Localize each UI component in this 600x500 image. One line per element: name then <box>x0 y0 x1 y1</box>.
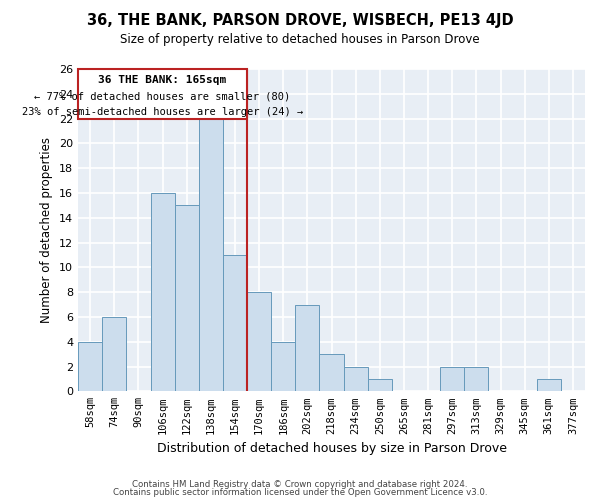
Bar <box>151 193 175 392</box>
Bar <box>78 342 102 392</box>
Text: Contains public sector information licensed under the Open Government Licence v3: Contains public sector information licen… <box>113 488 487 497</box>
Bar <box>247 292 271 392</box>
FancyBboxPatch shape <box>78 69 247 118</box>
Text: ← 77% of detached houses are smaller (80): ← 77% of detached houses are smaller (80… <box>34 92 291 102</box>
Bar <box>368 379 392 392</box>
Text: 36, THE BANK, PARSON DROVE, WISBECH, PE13 4JD: 36, THE BANK, PARSON DROVE, WISBECH, PE1… <box>86 12 514 28</box>
Bar <box>440 366 464 392</box>
Bar <box>271 342 295 392</box>
Bar <box>175 206 199 392</box>
Y-axis label: Number of detached properties: Number of detached properties <box>40 137 53 323</box>
Bar <box>199 118 223 392</box>
Bar <box>319 354 344 392</box>
Bar <box>223 255 247 392</box>
Bar <box>464 366 488 392</box>
Bar <box>295 304 319 392</box>
Bar <box>102 317 127 392</box>
Text: Contains HM Land Registry data © Crown copyright and database right 2024.: Contains HM Land Registry data © Crown c… <box>132 480 468 489</box>
Bar <box>537 379 561 392</box>
Bar <box>344 366 368 392</box>
Text: 23% of semi-detached houses are larger (24) →: 23% of semi-detached houses are larger (… <box>22 108 303 118</box>
Text: Size of property relative to detached houses in Parson Drove: Size of property relative to detached ho… <box>120 32 480 46</box>
Text: 36 THE BANK: 165sqm: 36 THE BANK: 165sqm <box>98 75 227 85</box>
X-axis label: Distribution of detached houses by size in Parson Drove: Distribution of detached houses by size … <box>157 442 506 455</box>
